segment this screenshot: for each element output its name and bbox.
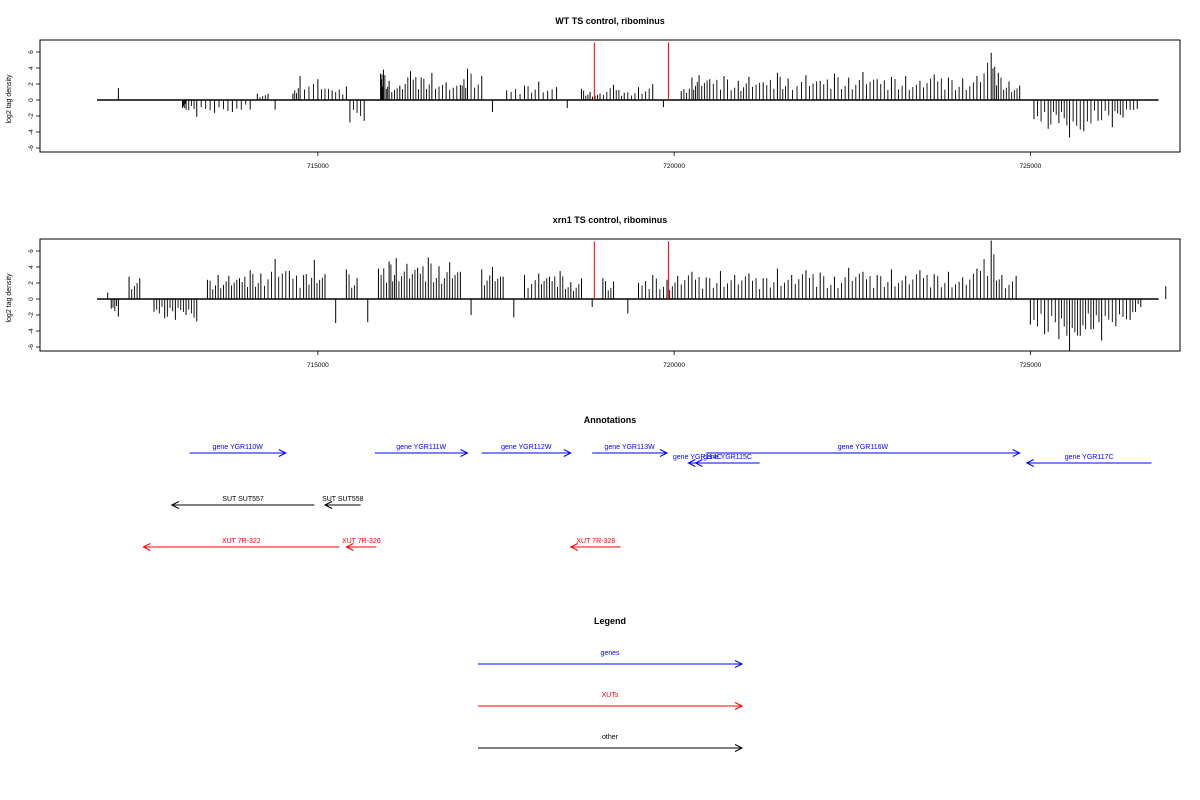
annotation-arrow-head xyxy=(460,449,469,457)
annotations-panel: Annotations gene YGR110W gene YGR111W gene… xyxy=(142,415,1152,551)
annotation-arrow-head xyxy=(142,543,151,551)
legend-entry-label: XUTs xyxy=(602,692,619,699)
annotation-arrow-head xyxy=(345,543,354,551)
annotation-label: SUT SUT557 xyxy=(222,496,264,503)
xrn1-ytick-label: -2 xyxy=(28,312,35,318)
legend-panel: Legend genes XUTs other xyxy=(478,616,744,752)
annotation-arrow-head xyxy=(659,449,669,457)
annotation-label: gene YGR115C xyxy=(703,454,752,461)
xrn1-ytick-label: -4 xyxy=(28,328,35,334)
wt-track-ylabel: log2 tag density xyxy=(6,74,13,124)
legend-title: Legend xyxy=(594,616,626,626)
xrn1-xtick-label: 720000 xyxy=(663,362,685,369)
legend-entry-label: genes xyxy=(600,650,620,657)
wt-xtick-label: 715000 xyxy=(307,163,329,170)
wt-ytick-label: -4 xyxy=(28,129,35,135)
wt-xtick-label: 725000 xyxy=(1020,163,1042,170)
annotation-label: gene YGR113W xyxy=(604,444,655,451)
annotation-arrow-head xyxy=(278,449,287,457)
annotation-arrow-head xyxy=(1025,459,1035,467)
xrn1-track-panel: xrn1 TS control, ribominus log2 tag dens… xyxy=(6,215,1181,369)
annotation-arrow-head xyxy=(687,459,696,467)
wt-ytick-label: 0 xyxy=(28,98,35,102)
wt-ytick-label: 2 xyxy=(28,82,35,86)
annotation-label: gene YGR114C xyxy=(673,454,722,461)
legend-entry-label: other xyxy=(602,734,619,741)
annotation-arrow-head xyxy=(323,501,333,509)
wt-plot-frame xyxy=(39,39,1181,153)
xrn1-plot-frame xyxy=(39,238,1181,352)
legend-entry-arrow-head xyxy=(734,744,744,752)
annotation-arrow-head xyxy=(563,449,572,457)
annotation-arrow-head xyxy=(569,543,579,551)
legend-entry-arrow-head xyxy=(734,660,744,668)
xrn1-xtick-label: 725000 xyxy=(1020,362,1042,369)
xrn1-ytick-label: 6 xyxy=(28,249,35,253)
annotations-title: Annotations xyxy=(584,415,637,425)
annotation-label: XUT 7R-326 xyxy=(342,538,381,545)
xrn1-track-title: xrn1 TS control, ribominus xyxy=(553,215,668,225)
annotation-arrow-head xyxy=(170,501,180,509)
annotation-label: gene YGR116W xyxy=(838,444,889,451)
xrn1-ytick-label: -6 xyxy=(28,344,35,350)
annotation-arrow-head xyxy=(694,459,703,467)
annotation-label: gene YGR117C xyxy=(1065,454,1114,461)
wt-ytick-label: 4 xyxy=(28,66,35,70)
xrn1-ytick-label: 2 xyxy=(28,281,35,285)
wt-ytick-label: 6 xyxy=(28,50,35,54)
xrn1-ytick-label: 0 xyxy=(28,297,35,301)
wt-ytick-label: -2 xyxy=(28,113,35,119)
annotation-label: gene YGR112W xyxy=(501,444,552,451)
wt-track-panel: WT TS control, ribominus log2 tag densit… xyxy=(6,16,1181,170)
wt-ytick-label: -6 xyxy=(28,145,35,151)
annotation-label: XUT 7R-328 xyxy=(576,538,615,545)
wt-xtick-label: 720000 xyxy=(663,163,685,170)
annotation-label: gene YGR111W xyxy=(396,444,446,451)
annotation-arrow-head xyxy=(1012,449,1021,457)
xrn1-track-ylabel: log2 tag density xyxy=(6,273,13,323)
annotation-label: SUT SUT558 xyxy=(322,496,364,503)
xrn1-xtick-label: 715000 xyxy=(307,362,329,369)
annotation-label: gene YGR110W xyxy=(213,444,264,451)
xrn1-ytick-label: 4 xyxy=(28,265,35,269)
annotation-label: XUT 7R-322 xyxy=(222,538,261,545)
legend-entry-arrow-head xyxy=(734,702,744,710)
wt-track-title: WT TS control, ribominus xyxy=(555,16,665,26)
